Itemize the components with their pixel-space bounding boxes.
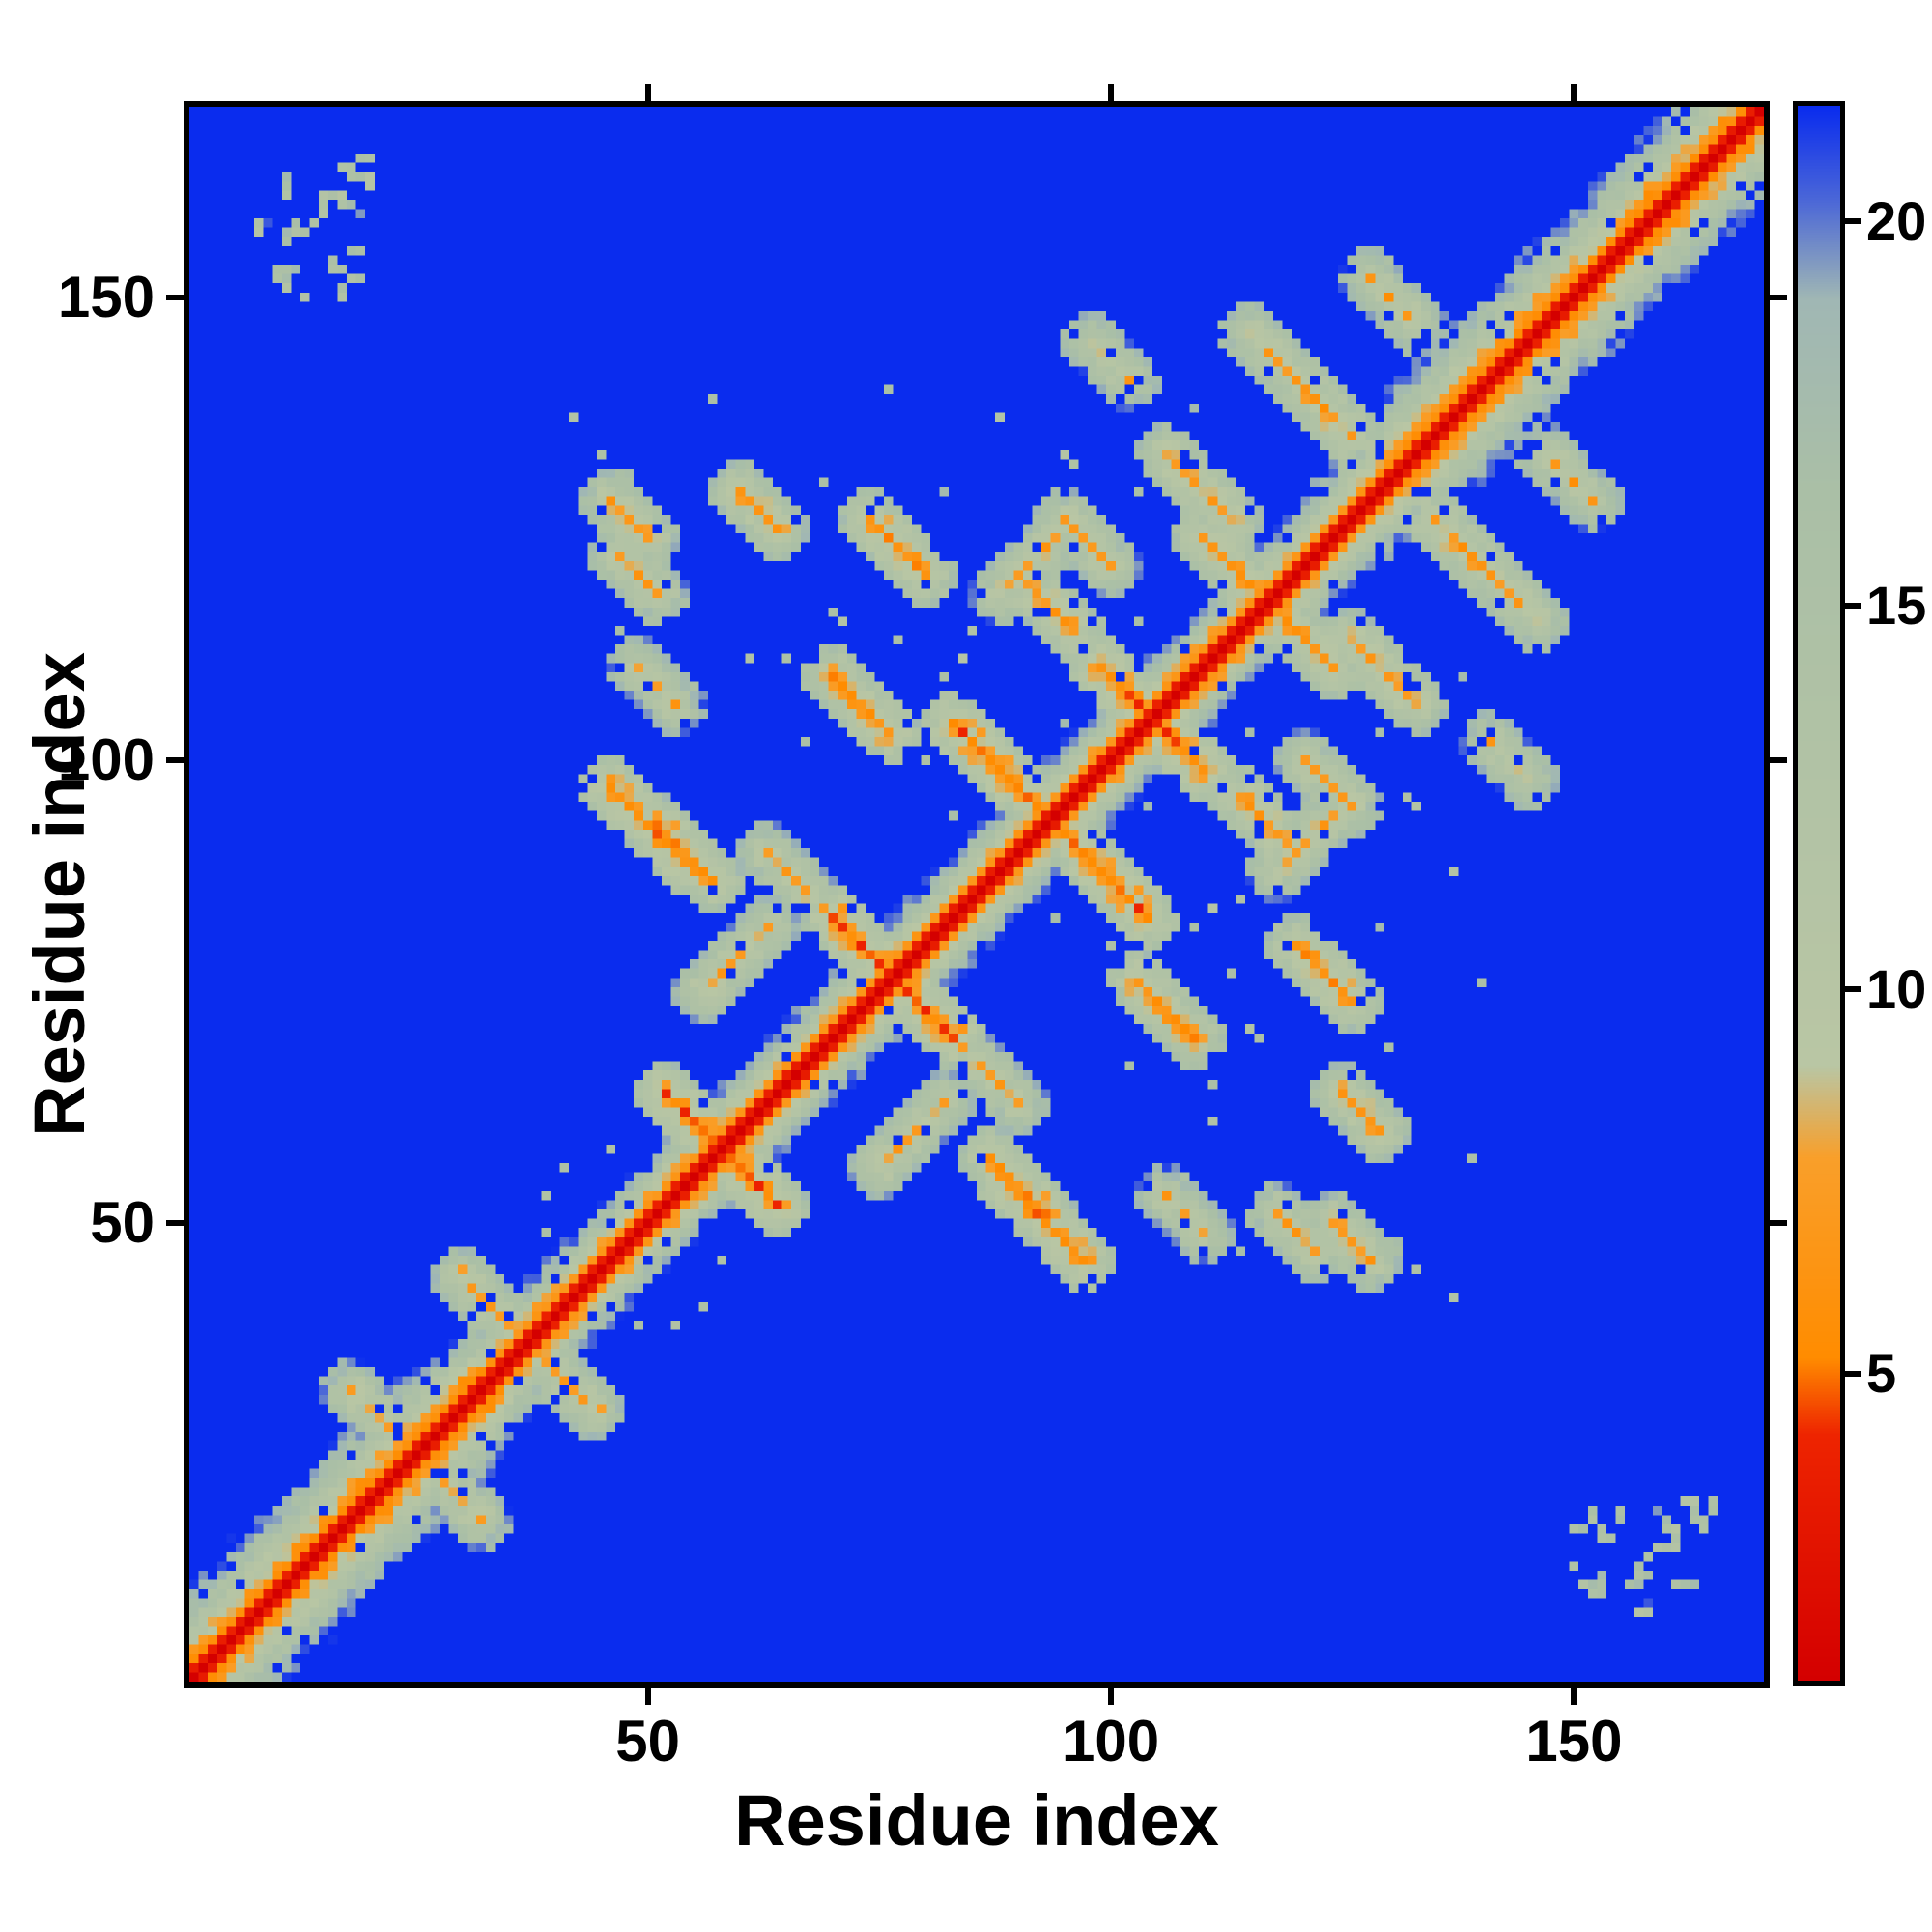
y-tick-mark [166, 294, 184, 300]
y-tick-label: 150 [57, 264, 155, 329]
colorbar-tick-mark [1845, 986, 1861, 993]
y-tick-mark [166, 1220, 184, 1227]
colorbar-tick-label: 10 [1866, 958, 1927, 1020]
heatmap-canvas [189, 107, 1764, 1682]
colorbar-frame [1793, 101, 1845, 1686]
x-tick-label: 150 [1525, 1709, 1623, 1774]
x-axis-label: Residue index [734, 1780, 1219, 1861]
colorbar-tick-label: 5 [1866, 1342, 1897, 1404]
x-tick-mark [644, 1688, 651, 1705]
x-tick-mark [1571, 1688, 1577, 1705]
colorbar-tick-mark [1845, 602, 1861, 609]
x-tick-mark [1108, 1688, 1115, 1705]
x-tick-mark-top [1571, 84, 1577, 101]
y-tick-label: 50 [90, 1190, 155, 1256]
y-tick-mark-right [1770, 756, 1787, 763]
y-tick-mark-right [1770, 294, 1787, 300]
colorbar-tick-label: 15 [1866, 574, 1927, 636]
x-tick-mark-top [644, 84, 651, 101]
x-tick-mark-top [1108, 84, 1115, 101]
colorbar-tick-mark [1845, 1370, 1861, 1377]
colorbar-tick-mark [1845, 218, 1861, 225]
y-tick-mark-right [1770, 1220, 1787, 1227]
x-tick-label: 100 [1062, 1709, 1160, 1774]
plot-frame [184, 101, 1770, 1688]
colorbar-tick-label: 20 [1866, 190, 1927, 252]
colorbar-canvas [1798, 106, 1840, 1681]
y-tick-mark [166, 756, 184, 763]
y-axis-label: Residue index [19, 652, 99, 1137]
x-tick-label: 50 [615, 1709, 680, 1774]
y-tick-label: 100 [57, 726, 155, 792]
